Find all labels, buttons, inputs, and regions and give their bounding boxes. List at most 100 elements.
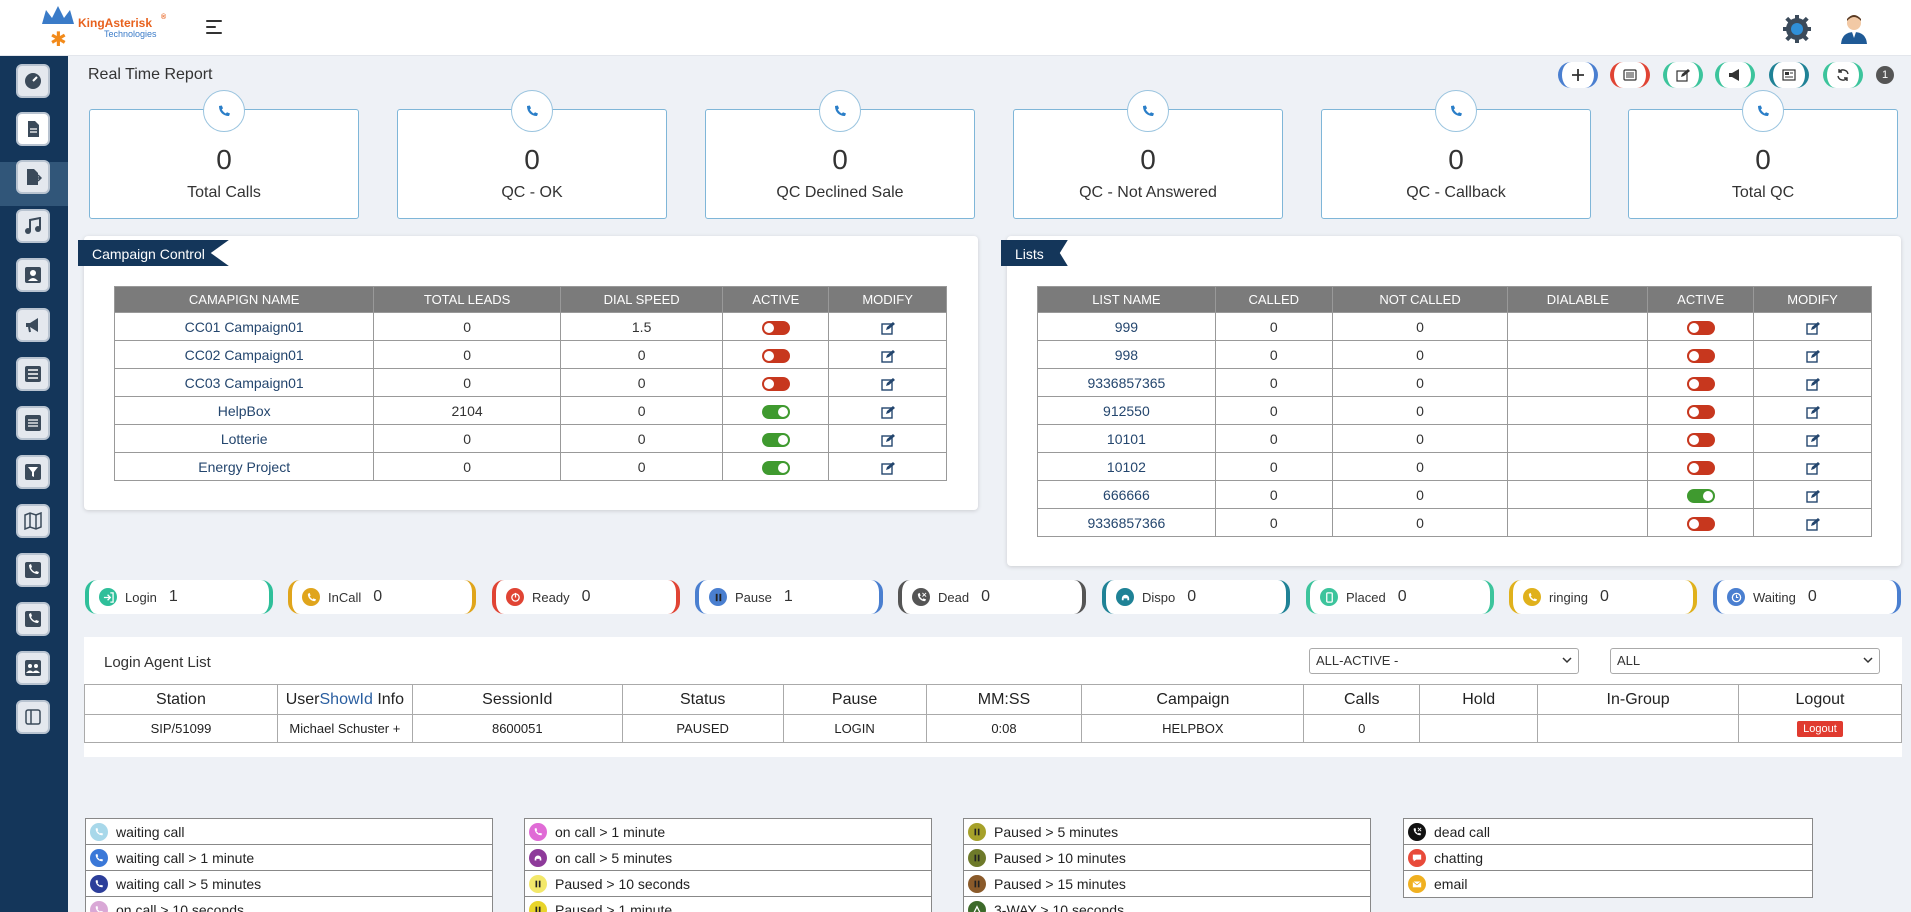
campaign-modify-button[interactable] bbox=[828, 368, 947, 397]
status-pill-incall[interactable]: InCall 0 bbox=[288, 580, 476, 614]
list-name-link[interactable]: 998 bbox=[1037, 340, 1216, 369]
gear-icon[interactable] bbox=[1782, 14, 1812, 44]
announce-button[interactable] bbox=[1715, 62, 1755, 88]
active-toggle[interactable] bbox=[761, 348, 790, 363]
stat-value: 0 bbox=[1448, 144, 1464, 175]
campaign-row: Energy Project 0 0 bbox=[113, 452, 947, 481]
edit-button[interactable] bbox=[1663, 62, 1703, 88]
list-name-link[interactable]: 912550 bbox=[1037, 396, 1216, 425]
active-toggle[interactable] bbox=[1686, 460, 1715, 475]
login-agent-table: Station UserShowId Info SessionId Status… bbox=[84, 684, 1902, 743]
campaign-name-link[interactable]: CC03 Campaign01 bbox=[113, 368, 375, 397]
active-toggle[interactable] bbox=[761, 432, 790, 447]
sidebar-item-lists[interactable] bbox=[16, 357, 50, 391]
stat-value: 0 bbox=[1140, 144, 1156, 175]
list-name-link[interactable]: 10101 bbox=[1037, 424, 1216, 453]
campaign-name-link[interactable]: CC01 Campaign01 bbox=[113, 312, 375, 341]
newspaper-icon bbox=[1782, 69, 1796, 81]
sidebar-item-menu[interactable] bbox=[16, 406, 50, 440]
col-user-info[interactable]: UserShowId Info bbox=[276, 684, 413, 715]
filter-icon bbox=[25, 464, 41, 480]
status-pill-count: 0 bbox=[581, 588, 591, 605]
status-pill-dead[interactable]: Dead 0 bbox=[898, 580, 1086, 614]
active-toggle[interactable] bbox=[1686, 516, 1715, 531]
list-view-button[interactable] bbox=[1610, 62, 1650, 88]
active-toggle[interactable] bbox=[761, 376, 790, 391]
active-toggle[interactable] bbox=[1686, 404, 1715, 419]
sidebar-item-map[interactable] bbox=[16, 504, 50, 538]
stat-label: QC Declined Sale bbox=[776, 184, 904, 201]
sidebar-item-calls[interactable] bbox=[16, 553, 50, 587]
sidebar-item-groups[interactable] bbox=[16, 651, 50, 685]
campaign-name-link[interactable]: HelpBox bbox=[113, 396, 375, 425]
list-modify-button[interactable] bbox=[1753, 368, 1872, 397]
active-toggle[interactable] bbox=[1686, 348, 1715, 363]
status-pill-ringing[interactable]: ringing 0 bbox=[1509, 580, 1697, 614]
sidebar-item-panel[interactable] bbox=[16, 700, 50, 734]
list-modify-button[interactable] bbox=[1753, 452, 1872, 481]
showid-link[interactable]: ShowId bbox=[319, 690, 373, 708]
sidebar-item-filters[interactable] bbox=[16, 455, 50, 489]
logout-button[interactable]: Logout bbox=[1797, 721, 1843, 737]
list-not-called: 0 bbox=[1331, 480, 1509, 509]
campaign-name-link[interactable]: Energy Project bbox=[113, 452, 375, 481]
status-legend: on call > 1 minute on call > 5 minutes P… bbox=[524, 818, 932, 912]
status-pill-ready[interactable]: Ready 0 bbox=[492, 580, 680, 614]
campaign-modify-button[interactable] bbox=[828, 396, 947, 425]
active-toggle[interactable] bbox=[761, 460, 790, 475]
sidebar-item-users[interactable] bbox=[16, 258, 50, 292]
active-toggle[interactable] bbox=[1686, 432, 1715, 447]
active-toggle[interactable] bbox=[1686, 376, 1715, 391]
campaign-col-header: ACTIVE bbox=[722, 286, 830, 313]
sidebar-item-music[interactable] bbox=[16, 209, 50, 243]
sidebar-item-campaigns[interactable] bbox=[16, 308, 50, 342]
list-icon bbox=[25, 366, 41, 382]
campaign-modify-button[interactable] bbox=[828, 312, 947, 341]
list-name-link[interactable]: 666666 bbox=[1037, 480, 1216, 509]
sidebar-item-phones[interactable] bbox=[16, 602, 50, 636]
campaign-modify-button[interactable] bbox=[828, 424, 947, 453]
list-name-link[interactable]: 999 bbox=[1037, 312, 1216, 341]
agent-user[interactable]: Michael Schuster + bbox=[276, 714, 413, 743]
menu-toggle-icon[interactable] bbox=[206, 20, 224, 36]
active-toggle[interactable] bbox=[761, 404, 790, 419]
status-pill-login[interactable]: Login 1 bbox=[85, 580, 273, 614]
report-button[interactable] bbox=[1769, 62, 1809, 88]
status-pill-pause[interactable]: Pause 1 bbox=[695, 580, 883, 614]
status-pill-label: Waiting bbox=[1753, 589, 1796, 605]
sidebar-item-export[interactable] bbox=[16, 160, 50, 194]
list-name-link[interactable]: 10102 bbox=[1037, 452, 1216, 481]
agent-status-filter[interactable]: ALL-ACTIVE - bbox=[1309, 648, 1579, 674]
add-button[interactable] bbox=[1558, 62, 1598, 88]
status-pill-waiting[interactable]: Waiting 0 bbox=[1713, 580, 1901, 614]
sidebar-item-reports[interactable] bbox=[16, 112, 50, 146]
active-toggle[interactable] bbox=[761, 320, 790, 335]
list-name-link[interactable]: 9336857365 bbox=[1037, 368, 1216, 397]
agent-group-filter[interactable]: ALL bbox=[1610, 648, 1880, 674]
list-name-link[interactable]: 9336857366 bbox=[1037, 508, 1216, 537]
status-pill-dispo[interactable]: Dispo 0 bbox=[1102, 580, 1290, 614]
refresh-button[interactable] bbox=[1823, 62, 1863, 88]
active-toggle[interactable] bbox=[1686, 320, 1715, 335]
campaign-name-link[interactable]: CC02 Campaign01 bbox=[113, 340, 375, 369]
list-modify-button[interactable] bbox=[1753, 480, 1872, 509]
campaign-name-link[interactable]: Lotterie bbox=[113, 424, 375, 453]
list-modify-button[interactable] bbox=[1753, 508, 1872, 537]
sidebar-panel-icon bbox=[25, 709, 41, 725]
campaign-modify-button[interactable] bbox=[828, 452, 947, 481]
stat-card: 0 QC - Callback bbox=[1321, 90, 1591, 219]
list-not-called: 0 bbox=[1331, 508, 1509, 537]
status-pill-placed[interactable]: Placed 0 bbox=[1306, 580, 1494, 614]
list-modify-button[interactable] bbox=[1753, 424, 1872, 453]
brand-logo[interactable]: ✱ KingAsterisk ® Technologies bbox=[38, 4, 166, 50]
active-toggle[interactable] bbox=[1686, 488, 1715, 503]
list-modify-button[interactable] bbox=[1753, 396, 1872, 425]
col-mmss: MM:SS bbox=[925, 684, 1083, 715]
phone-icon bbox=[1127, 90, 1169, 132]
user-avatar[interactable] bbox=[1838, 12, 1870, 44]
campaign-col-header: DIAL SPEED bbox=[559, 286, 724, 313]
sidebar-item-dashboard[interactable] bbox=[16, 64, 50, 98]
list-modify-button[interactable] bbox=[1753, 312, 1872, 341]
campaign-modify-button[interactable] bbox=[828, 340, 947, 369]
list-modify-button[interactable] bbox=[1753, 340, 1872, 369]
